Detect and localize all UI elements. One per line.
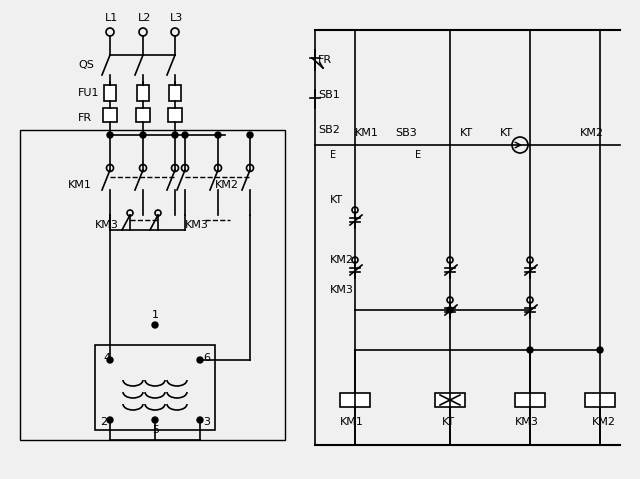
Circle shape — [197, 417, 203, 423]
Text: KM2: KM2 — [330, 255, 354, 265]
Circle shape — [197, 357, 203, 363]
Bar — [340, 393, 370, 407]
Text: KT: KT — [500, 128, 513, 138]
Circle shape — [107, 132, 113, 138]
Bar — [585, 393, 615, 407]
Circle shape — [527, 347, 533, 353]
Text: E: E — [415, 150, 421, 160]
Circle shape — [107, 357, 113, 363]
Text: KM1: KM1 — [68, 180, 92, 190]
Bar — [95, 345, 215, 430]
Text: SB2: SB2 — [318, 125, 340, 135]
Circle shape — [152, 417, 158, 423]
Bar — [136, 108, 150, 122]
Text: KM2: KM2 — [215, 180, 239, 190]
Circle shape — [182, 132, 188, 138]
Text: KM1: KM1 — [340, 417, 364, 427]
Text: 5: 5 — [152, 425, 159, 435]
Text: KM3: KM3 — [330, 285, 354, 295]
Text: 1: 1 — [152, 310, 159, 320]
Text: SB1: SB1 — [318, 90, 340, 100]
Text: QS: QS — [78, 60, 94, 70]
Text: L2: L2 — [138, 13, 152, 23]
Text: FR: FR — [318, 55, 332, 65]
Text: KM2: KM2 — [592, 417, 616, 427]
Bar — [169, 85, 181, 101]
Text: FR: FR — [78, 113, 92, 123]
Bar — [20, 130, 285, 440]
Text: KM3: KM3 — [95, 220, 119, 230]
Text: 6: 6 — [203, 353, 210, 363]
Text: KM3: KM3 — [515, 417, 539, 427]
Bar — [515, 393, 545, 407]
Text: KM3: KM3 — [185, 220, 209, 230]
Bar — [435, 393, 465, 407]
Text: 3: 3 — [203, 417, 210, 427]
Circle shape — [247, 132, 253, 138]
Text: SB3: SB3 — [395, 128, 417, 138]
Bar — [103, 108, 117, 122]
Text: L1: L1 — [105, 13, 118, 23]
Circle shape — [447, 307, 453, 313]
Text: KM1: KM1 — [355, 128, 379, 138]
Bar — [168, 108, 182, 122]
Circle shape — [172, 132, 178, 138]
Text: KT: KT — [330, 195, 343, 205]
Text: 2: 2 — [100, 417, 107, 427]
Text: 4: 4 — [103, 353, 110, 363]
Circle shape — [107, 417, 113, 423]
Circle shape — [215, 132, 221, 138]
Text: FU1: FU1 — [78, 88, 99, 98]
Bar — [137, 85, 149, 101]
Circle shape — [152, 322, 158, 328]
Circle shape — [140, 132, 146, 138]
Text: KM2: KM2 — [580, 128, 604, 138]
Circle shape — [597, 347, 603, 353]
Bar — [104, 85, 116, 101]
Text: L3: L3 — [170, 13, 183, 23]
Text: E: E — [330, 150, 336, 160]
Text: KT: KT — [442, 417, 455, 427]
Text: KT: KT — [460, 128, 473, 138]
